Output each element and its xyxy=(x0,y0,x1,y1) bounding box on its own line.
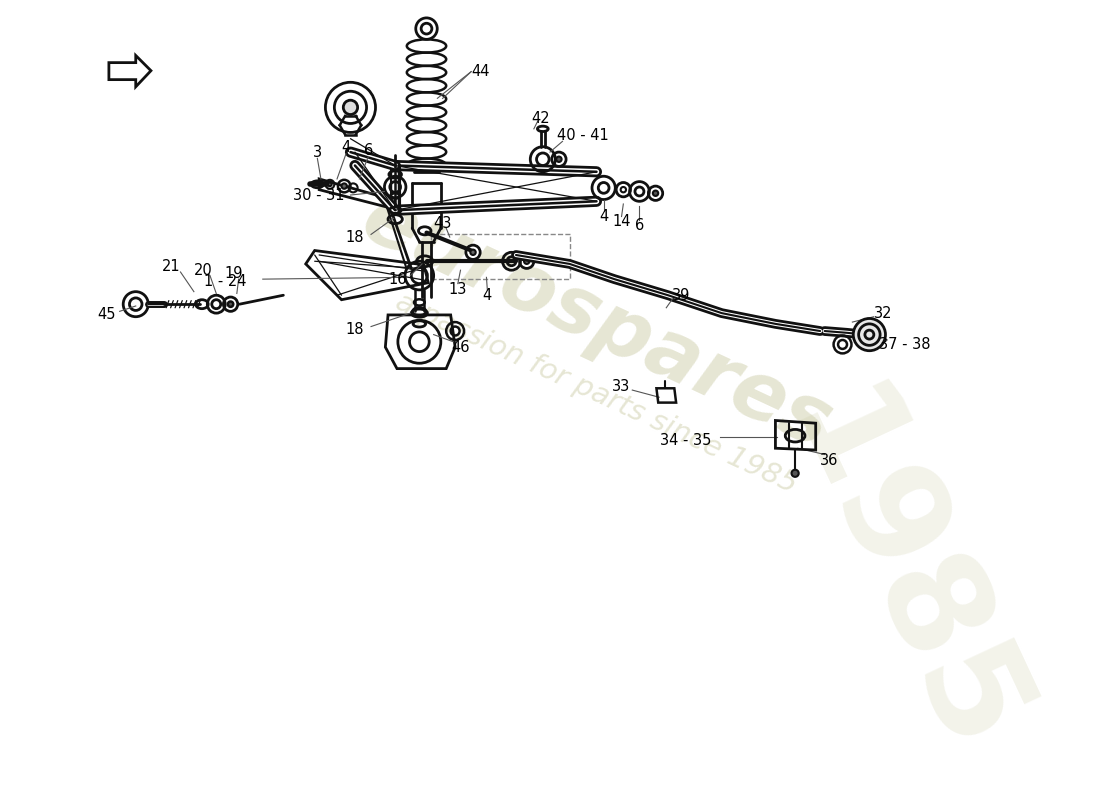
Text: 44: 44 xyxy=(471,64,490,79)
Text: 1985: 1985 xyxy=(758,374,1044,781)
Text: a passion for parts since 1985: a passion for parts since 1985 xyxy=(392,288,802,499)
Text: 13: 13 xyxy=(449,282,468,298)
Bar xyxy=(431,234,570,279)
Text: 45: 45 xyxy=(97,307,116,322)
Text: 43: 43 xyxy=(433,216,452,231)
Text: 4: 4 xyxy=(341,140,351,155)
Text: 16: 16 xyxy=(388,272,407,286)
Circle shape xyxy=(557,157,562,162)
Text: 37 - 38: 37 - 38 xyxy=(879,337,931,352)
Text: 39: 39 xyxy=(672,288,691,302)
Text: 3: 3 xyxy=(312,145,322,159)
Text: 36: 36 xyxy=(820,454,838,468)
Circle shape xyxy=(524,258,529,264)
Circle shape xyxy=(471,250,475,255)
Text: 21: 21 xyxy=(162,259,180,274)
Circle shape xyxy=(343,100,358,114)
Circle shape xyxy=(328,182,332,186)
Text: 19: 19 xyxy=(224,266,243,282)
Circle shape xyxy=(341,183,346,189)
Circle shape xyxy=(792,470,799,477)
Text: 33: 33 xyxy=(613,379,630,394)
Text: 6: 6 xyxy=(635,218,645,233)
Text: 18: 18 xyxy=(345,230,364,245)
Circle shape xyxy=(228,302,233,307)
Text: 6: 6 xyxy=(364,143,373,158)
Text: 20: 20 xyxy=(194,262,212,278)
Text: 14: 14 xyxy=(613,214,630,230)
Text: eurospares: eurospares xyxy=(350,179,844,465)
Text: 46: 46 xyxy=(451,340,470,354)
Text: 34 - 35: 34 - 35 xyxy=(660,433,712,448)
Text: 1 - 24: 1 - 24 xyxy=(204,274,246,290)
Text: 18: 18 xyxy=(345,322,364,337)
Text: 42: 42 xyxy=(531,110,550,126)
Text: 40 - 41: 40 - 41 xyxy=(558,129,609,143)
Circle shape xyxy=(653,190,658,196)
Text: 4: 4 xyxy=(483,288,492,302)
Text: 32: 32 xyxy=(873,306,892,321)
Circle shape xyxy=(854,318,886,350)
Text: 4: 4 xyxy=(600,209,608,224)
Text: 30 - 31: 30 - 31 xyxy=(294,187,345,202)
